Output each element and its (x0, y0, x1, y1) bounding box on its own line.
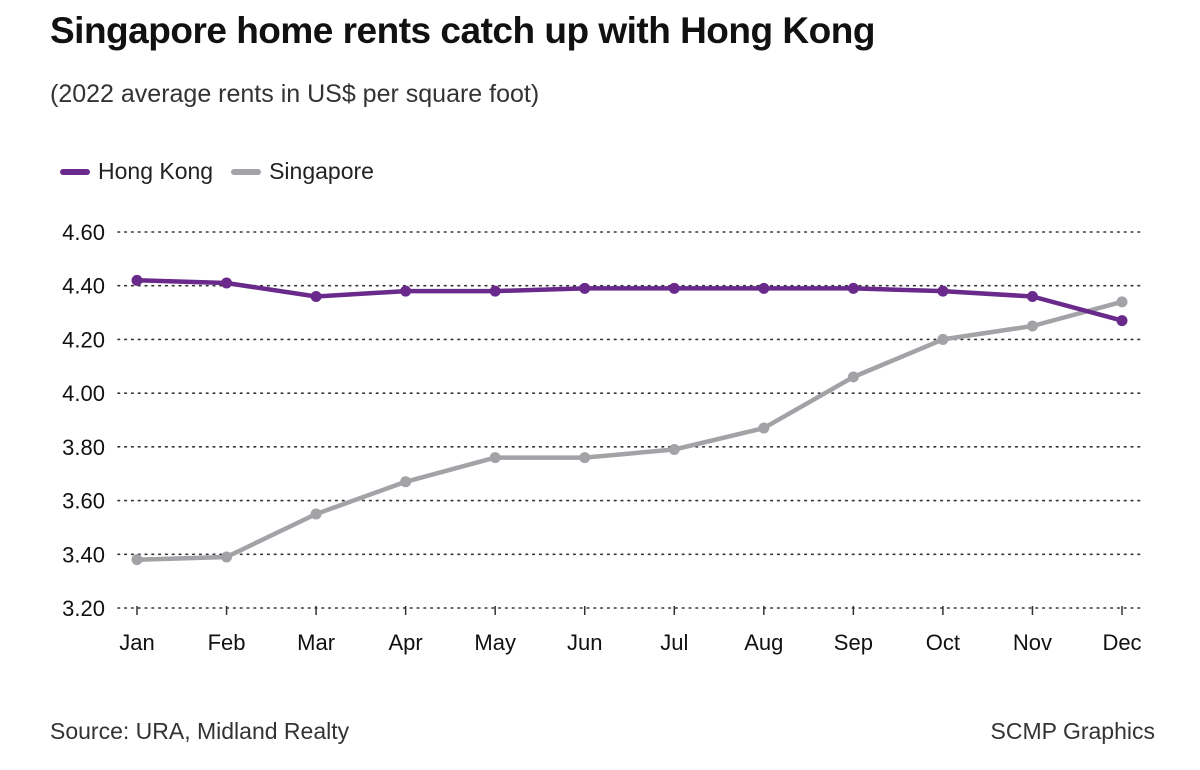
x-tick-label: May (474, 630, 516, 655)
legend-label-singapore: Singapore (269, 158, 374, 184)
y-tick-label: 3.60 (62, 489, 105, 514)
data-point-singapore (579, 452, 591, 464)
data-point-hong-kong (131, 274, 143, 286)
data-point-hong-kong (847, 282, 859, 294)
data-point-singapore (400, 476, 412, 488)
y-tick-label: 3.40 (62, 542, 105, 567)
data-point-hong-kong (937, 285, 949, 297)
data-point-hong-kong (489, 285, 501, 297)
x-tick-label: Jun (567, 630, 602, 655)
data-point-hong-kong (1116, 315, 1128, 327)
x-tick-label: Mar (297, 630, 335, 655)
data-point-singapore (937, 333, 949, 345)
x-tick-label: Jul (660, 630, 688, 655)
data-point-singapore (668, 444, 680, 456)
legend: Hong Kong Singapore (60, 158, 392, 185)
data-point-singapore (310, 508, 322, 520)
legend-item-hong-kong: Hong Kong (60, 158, 213, 185)
chart-subtitle: (2022 average rents in US$ per square fo… (50, 80, 540, 108)
x-tick-label: Sep (834, 630, 873, 655)
source-note: Source: URA, Midland Realty (50, 718, 350, 744)
x-tick-label: Jan (119, 630, 154, 655)
data-point-singapore (489, 452, 501, 464)
legend-item-singapore: Singapore (231, 158, 374, 185)
y-tick-label: 3.80 (62, 435, 105, 460)
legend-swatch-hong-kong (60, 168, 90, 175)
data-point-singapore (1116, 296, 1128, 308)
y-tick-label: 3.20 (62, 596, 105, 621)
legend-swatch-singapore (231, 168, 262, 175)
x-tick-label: Dec (1102, 630, 1141, 655)
data-point-hong-kong (1026, 290, 1038, 302)
data-point-singapore (758, 422, 770, 434)
data-point-singapore (131, 554, 143, 566)
x-tick-label: Oct (926, 630, 960, 655)
x-tick-label: Nov (1013, 630, 1052, 655)
x-tick-label: Aug (744, 630, 783, 655)
y-tick-label: 4.60 (62, 220, 105, 245)
y-tick-label: 4.20 (62, 327, 105, 352)
data-point-singapore (1026, 320, 1038, 332)
series-singapore (131, 296, 1128, 566)
series-line-singapore (134, 299, 1125, 562)
series-hong-kong (131, 274, 1128, 327)
data-point-hong-kong (579, 282, 591, 294)
legend-label-hong-kong: Hong Kong (98, 158, 214, 184)
data-point-singapore (847, 371, 859, 383)
graphics-credit: SCMP Graphics (990, 718, 1155, 744)
y-tick-label: 4.40 (62, 274, 105, 299)
data-point-singapore (221, 551, 233, 563)
data-point-hong-kong (221, 277, 233, 289)
gridlines (117, 231, 1143, 609)
y-tick-label: 4.00 (62, 381, 105, 406)
series-line-hong-kong (134, 278, 1125, 323)
data-point-hong-kong (758, 282, 770, 294)
data-point-hong-kong (310, 290, 322, 302)
chart-title: Singapore home rents catch up with Hong … (50, 10, 875, 51)
x-tick-label: Apr (389, 630, 423, 655)
x-tick-label: Feb (208, 630, 246, 655)
data-point-hong-kong (400, 285, 412, 297)
data-point-hong-kong (668, 282, 680, 294)
